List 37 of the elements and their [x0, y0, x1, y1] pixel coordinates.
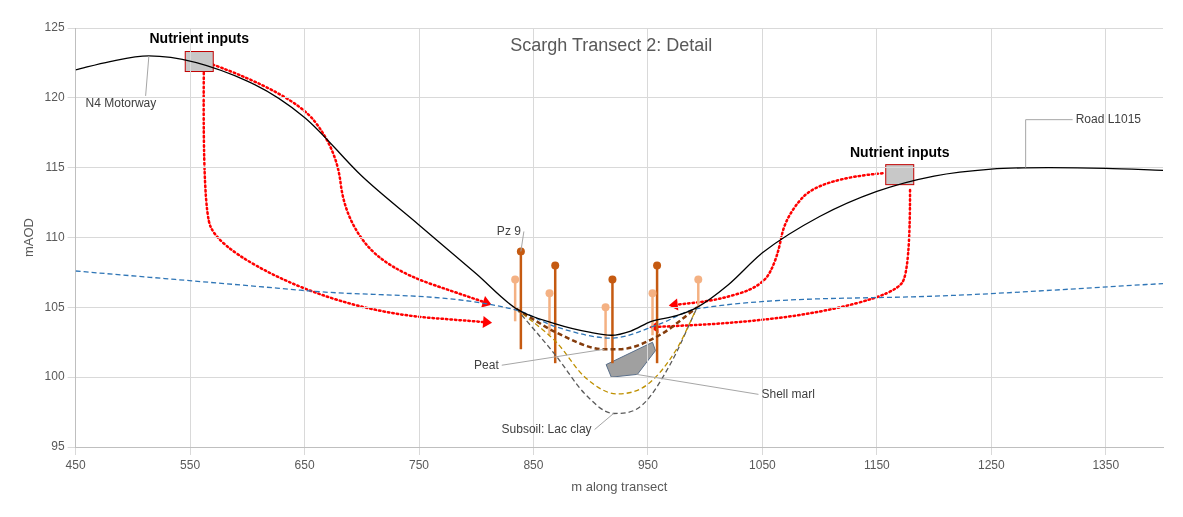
y-tick-label: 105: [44, 299, 65, 314]
x-tick-label: 750: [408, 457, 430, 472]
x-tick-label: 850: [523, 457, 544, 472]
point: [511, 275, 520, 284]
x-tick-label: 1250: [977, 457, 1005, 472]
y-tick-label: 100: [44, 369, 65, 384]
point: [601, 303, 610, 312]
line-series: [515, 306, 699, 351]
annotation: Shell marl: [761, 386, 815, 401]
annotation: Road L1015: [1075, 111, 1142, 126]
y-tick-label: 95: [51, 439, 65, 454]
x-tick-label: 650: [294, 457, 315, 472]
point: [653, 261, 662, 270]
x-tick-label: 950: [637, 457, 659, 472]
annotation: N4 Motorway: [85, 96, 157, 111]
chart-title: Scargh Transect 2: Detail: [510, 34, 713, 55]
annotation: Nutrient inputs: [149, 30, 250, 47]
x-axis-title: m along transect: [571, 478, 668, 494]
annotation: Subsoil: Lac clay: [501, 421, 592, 436]
annotation: Peat: [474, 357, 500, 372]
point: [608, 275, 617, 284]
x-tick-label: 1350: [1092, 457, 1120, 472]
point: [551, 261, 560, 270]
annotation: Pz 9: [496, 223, 522, 238]
x-tick-label: 550: [180, 457, 201, 472]
x-tick-label: 450: [65, 457, 86, 472]
y-tick-label: 120: [44, 90, 65, 105]
point: [694, 275, 703, 284]
point: [648, 289, 657, 298]
x-tick-label: 1050: [749, 457, 777, 472]
x-tick-label: 1150: [863, 457, 891, 472]
y-axis-title: mAOD: [21, 218, 37, 257]
y-tick-label: 115: [45, 159, 65, 174]
annotation: Nutrient inputs: [849, 143, 950, 160]
y-tick-label: 110: [45, 229, 65, 244]
y-tick-label: 125: [44, 20, 65, 35]
point: [545, 289, 554, 298]
